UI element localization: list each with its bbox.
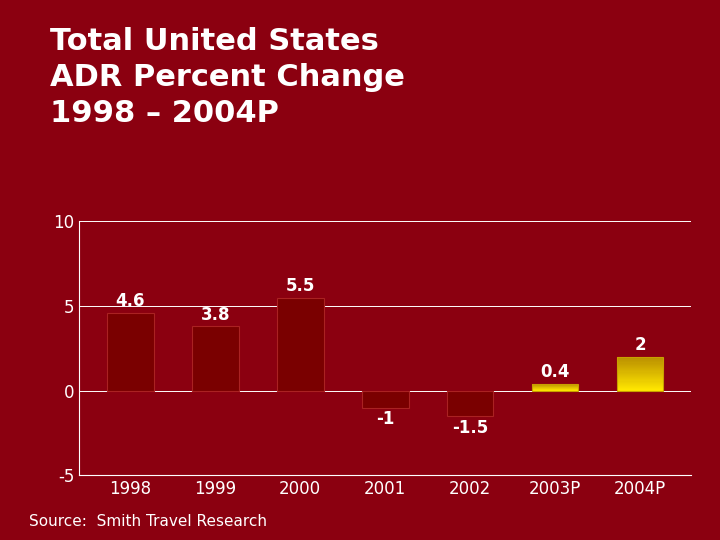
Text: -1.5: -1.5 bbox=[452, 418, 488, 436]
Bar bbox=[616, 389, 663, 390]
Bar bbox=[616, 388, 663, 389]
Bar bbox=[616, 372, 663, 373]
Bar bbox=[277, 298, 323, 390]
Text: -1: -1 bbox=[376, 410, 395, 428]
Bar bbox=[616, 366, 663, 367]
Bar bbox=[616, 385, 663, 386]
Bar bbox=[616, 363, 663, 364]
Bar bbox=[616, 360, 663, 361]
Bar bbox=[616, 384, 663, 385]
Bar bbox=[616, 370, 663, 372]
Bar bbox=[616, 373, 663, 374]
Bar bbox=[107, 313, 154, 390]
Bar bbox=[616, 378, 663, 379]
Bar bbox=[447, 390, 493, 416]
Bar bbox=[616, 375, 663, 376]
Bar bbox=[616, 377, 663, 378]
Bar bbox=[192, 326, 238, 390]
Bar bbox=[616, 362, 663, 363]
Bar bbox=[616, 374, 663, 375]
Bar bbox=[616, 364, 663, 366]
Text: 3.8: 3.8 bbox=[201, 306, 230, 324]
Bar bbox=[616, 379, 663, 381]
Text: Source:  Smith Travel Research: Source: Smith Travel Research bbox=[29, 514, 267, 529]
Bar bbox=[616, 357, 663, 390]
Bar bbox=[616, 368, 663, 369]
Bar bbox=[616, 383, 663, 384]
Bar bbox=[616, 381, 663, 382]
Bar bbox=[362, 390, 408, 408]
Bar bbox=[616, 386, 663, 387]
Bar bbox=[616, 376, 663, 377]
Text: Total United States
ADR Percent Change
1998 – 2004P: Total United States ADR Percent Change 1… bbox=[50, 27, 405, 128]
Bar bbox=[616, 358, 663, 359]
Bar bbox=[616, 361, 663, 362]
Text: 5.5: 5.5 bbox=[286, 277, 315, 295]
Bar bbox=[616, 359, 663, 360]
Bar bbox=[616, 369, 663, 370]
Text: 2: 2 bbox=[634, 336, 646, 354]
Bar bbox=[616, 357, 663, 358]
Text: 0.4: 0.4 bbox=[540, 363, 570, 381]
Bar bbox=[532, 384, 578, 390]
Bar bbox=[616, 387, 663, 388]
Text: 4.6: 4.6 bbox=[116, 292, 145, 310]
Bar bbox=[616, 367, 663, 368]
Bar bbox=[616, 382, 663, 383]
